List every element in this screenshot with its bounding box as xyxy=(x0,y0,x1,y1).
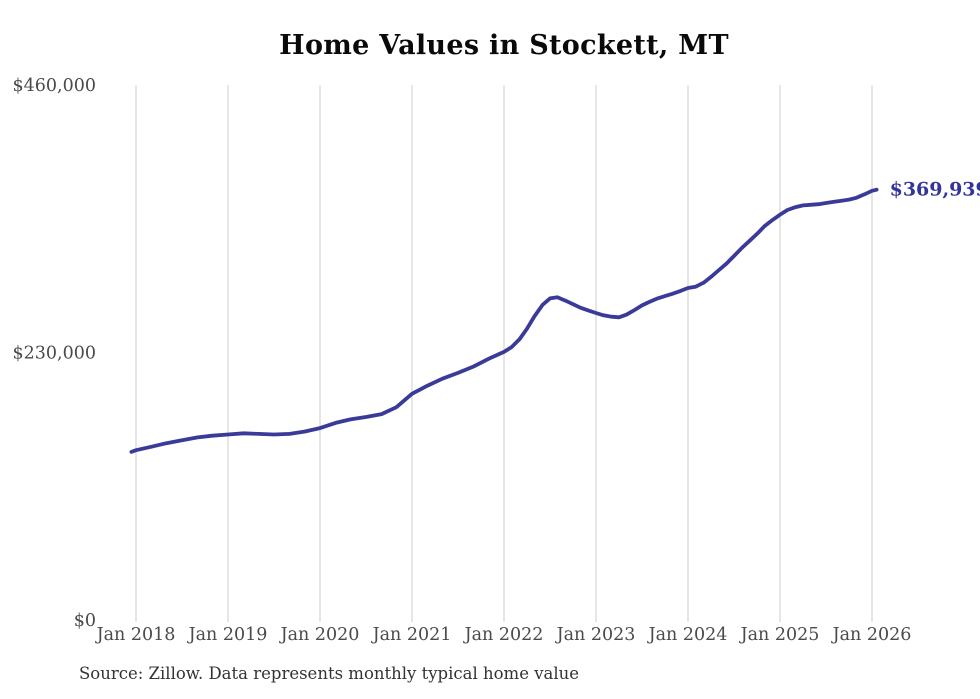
x-tick-label: Jan 2018 xyxy=(95,625,176,645)
y-tick-label: $0 xyxy=(74,611,96,631)
x-tick-label: Jan 2020 xyxy=(279,625,360,645)
final-value-label: $369,939 xyxy=(890,179,980,201)
x-tick-label: Jan 2026 xyxy=(831,625,912,645)
x-tick-label: Jan 2023 xyxy=(555,625,636,645)
source-note: Source: Zillow. Data represents monthly … xyxy=(79,664,580,683)
x-tick-label: Jan 2022 xyxy=(463,625,544,645)
y-tick-label: $460,000 xyxy=(12,76,96,96)
chart-title: Home Values in Stockett, MT xyxy=(279,30,729,61)
x-tick-label: Jan 2024 xyxy=(647,625,728,645)
x-tick-label: Jan 2025 xyxy=(739,625,820,645)
y-tick-label: $230,000 xyxy=(12,344,96,364)
x-tick-label: Jan 2019 xyxy=(187,625,268,645)
x-tick-label: Jan 2021 xyxy=(371,625,452,645)
home-value-line xyxy=(129,187,879,454)
